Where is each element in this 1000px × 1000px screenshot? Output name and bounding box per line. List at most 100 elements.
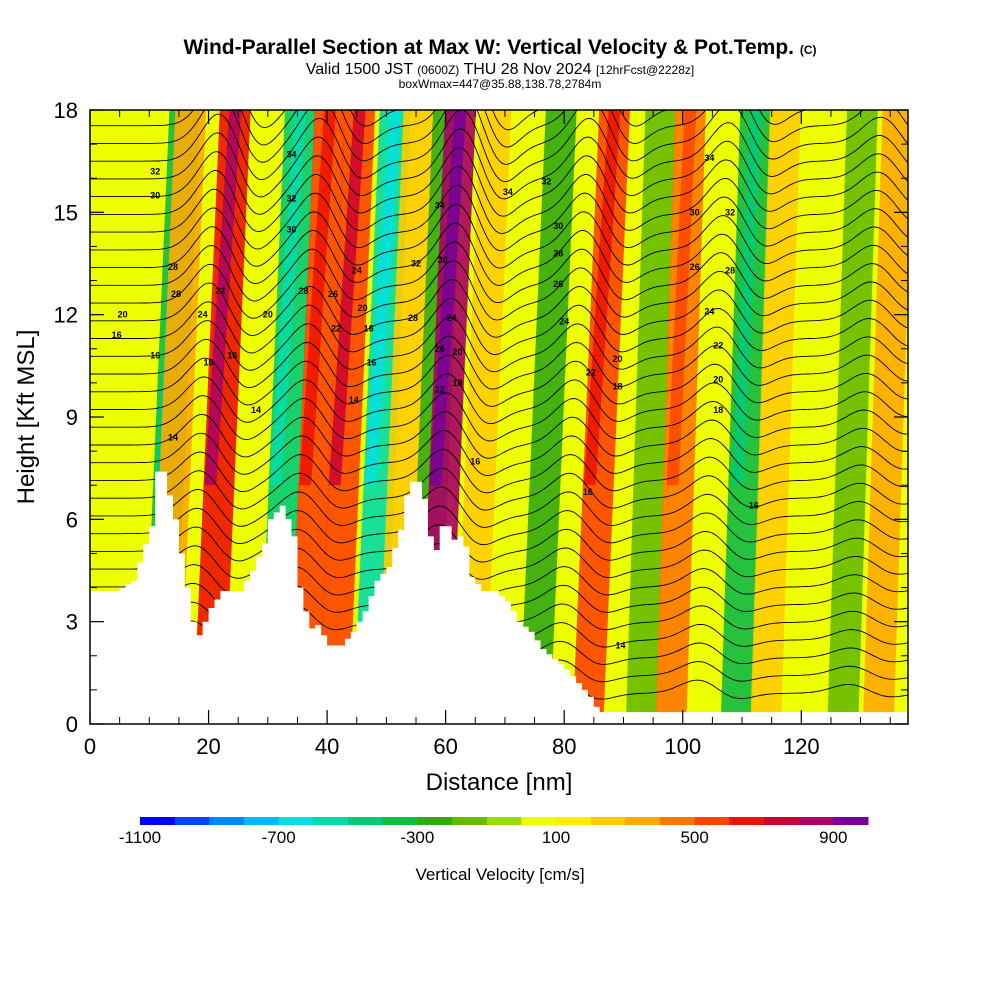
contour-label-6: 16 bbox=[150, 351, 160, 361]
contour-label-text: 28 bbox=[168, 262, 178, 272]
colorbar-swatch-13 bbox=[590, 817, 626, 825]
contour-label-55: 16 bbox=[749, 501, 759, 511]
theta-contour-line-8 bbox=[90, 524, 908, 563]
contour-label-text: 28 bbox=[171, 289, 181, 299]
contour-label-8: 22 bbox=[215, 286, 225, 296]
theta-contour-line-14 bbox=[90, 411, 908, 459]
w-band-4 bbox=[287, 110, 346, 724]
contour-label-18: 26 bbox=[328, 289, 338, 299]
valid-time-a: Valid 1500 JST bbox=[305, 61, 413, 78]
colorbar-tick-label: 100 bbox=[542, 828, 570, 847]
contour-label-text: 30 bbox=[150, 190, 160, 200]
colorbar-swatch-8 bbox=[417, 817, 453, 825]
x-tick-label: 20 bbox=[196, 734, 220, 759]
contour-label-44: 16 bbox=[583, 487, 593, 497]
contour-label-12: 14 bbox=[251, 405, 261, 415]
contour-label-49: 26 bbox=[690, 262, 700, 272]
contour-label-text: 16 bbox=[749, 501, 759, 511]
contour-label-text: 20 bbox=[713, 374, 723, 384]
w-band-core-2 bbox=[204, 110, 242, 486]
contour-label-text: 34 bbox=[503, 187, 513, 197]
y-tick-label: 6 bbox=[66, 507, 78, 532]
theta-contour-line-15 bbox=[90, 392, 908, 442]
theta-contour-line-11 bbox=[90, 467, 908, 511]
copyright-mark: (C) bbox=[799, 43, 817, 57]
contour-label-text: 30 bbox=[438, 255, 448, 265]
theta-contour-line-26 bbox=[90, 184, 908, 252]
theta-contour-line-17 bbox=[90, 354, 908, 407]
contour-labels: 32 30 20 16 28 28 16 14 22 24 16 16 14 34 32 30 28 20 26 22… bbox=[112, 149, 759, 651]
y-tick-label: 3 bbox=[66, 610, 78, 635]
contour-label-text: 28 bbox=[553, 248, 563, 258]
contour-label-30: 26 bbox=[435, 344, 445, 354]
contour-label-38: 28 bbox=[553, 248, 563, 258]
w-band-core-3 bbox=[269, 110, 307, 486]
contour-label-26: 28 bbox=[408, 313, 418, 323]
y-tick-label: 15 bbox=[54, 200, 78, 225]
contour-label-text: 30 bbox=[553, 221, 563, 231]
contour-label-1: 30 bbox=[150, 190, 160, 200]
contour-label-24: 14 bbox=[349, 395, 359, 405]
colorbar-tick-label: 900 bbox=[819, 828, 847, 847]
contour-label-5: 28 bbox=[171, 289, 181, 299]
contour-label-48: 30 bbox=[690, 207, 700, 217]
chart-title-text: Wind-Parallel Section at Max W: Vertical… bbox=[183, 36, 794, 59]
theta-contour-line-16 bbox=[90, 373, 908, 425]
contour-label-text: 16 bbox=[150, 351, 160, 361]
contour-label-text: 14 bbox=[616, 641, 626, 651]
w-band-12 bbox=[572, 110, 630, 724]
w-band-2 bbox=[193, 110, 251, 724]
w-band-17 bbox=[827, 110, 878, 724]
contour-label-22: 16 bbox=[364, 323, 374, 333]
theta-contour-line-22 bbox=[90, 260, 908, 321]
contour-label-27: 34 bbox=[435, 201, 445, 211]
contour-label-9: 24 bbox=[198, 310, 208, 320]
valid-time-b: THU 28 Nov 2024 bbox=[463, 61, 592, 78]
contour-label-text: 32 bbox=[541, 177, 551, 187]
contour-label-37: 30 bbox=[553, 221, 563, 231]
contour-label-34: 16 bbox=[470, 456, 480, 466]
colorbar-tick-label: -700 bbox=[262, 828, 296, 847]
contour-label-text: 18 bbox=[452, 378, 462, 388]
w-band-core-12 bbox=[583, 110, 621, 486]
theta-contour-line-28 bbox=[90, 147, 908, 217]
contour-label-15: 30 bbox=[287, 224, 297, 234]
contour-label-text: 22 bbox=[435, 385, 445, 395]
colorbar-swatch-14 bbox=[625, 817, 661, 825]
contour-label-20: 24 bbox=[352, 265, 362, 275]
w-band-16 bbox=[750, 110, 801, 724]
contour-label-4: 28 bbox=[168, 262, 178, 272]
contour-label-text: 20 bbox=[118, 310, 128, 320]
x-tick-label: 100 bbox=[664, 734, 701, 759]
colorbar-swatch-7 bbox=[382, 817, 418, 825]
theta-contour-line-10 bbox=[90, 486, 908, 528]
chart-title: Wind-Parallel Section at Max W: Vertical… bbox=[0, 36, 1000, 60]
y-tick-label: 0 bbox=[66, 712, 78, 737]
theta-contour-line-30 bbox=[90, 110, 908, 183]
contour-label-text: 18 bbox=[713, 405, 723, 415]
theta-contour-line-32 bbox=[90, 110, 908, 148]
contour-label-43: 18 bbox=[613, 381, 623, 391]
colorbar-swatch-18 bbox=[764, 817, 800, 825]
colorbar-swatch-19 bbox=[798, 817, 834, 825]
theta-contour-line-27 bbox=[90, 165, 908, 235]
contour-label-23: 16 bbox=[367, 357, 377, 367]
contour-label-3: 16 bbox=[112, 330, 122, 340]
contour-label-10: 16 bbox=[204, 357, 214, 367]
contour-label-text: 26 bbox=[690, 262, 700, 272]
theta-contour-line-20 bbox=[90, 297, 908, 355]
contour-label-text: 30 bbox=[287, 224, 297, 234]
contour-label-21: 20 bbox=[358, 303, 368, 313]
valid-zone: (0600Z) bbox=[417, 63, 460, 77]
colorbar-swatch-12 bbox=[556, 817, 592, 825]
contour-label-text: 24 bbox=[352, 265, 362, 275]
contour-label-29: 24 bbox=[447, 313, 457, 323]
contour-label-41: 22 bbox=[586, 368, 596, 378]
contour-label-32: 22 bbox=[435, 385, 445, 395]
contour-label-text: 24 bbox=[447, 313, 457, 323]
w-band-5 bbox=[317, 110, 376, 724]
contour-label-text: 34 bbox=[704, 153, 714, 163]
contour-label-text: 32 bbox=[150, 166, 160, 176]
contour-label-50: 28 bbox=[725, 265, 735, 275]
